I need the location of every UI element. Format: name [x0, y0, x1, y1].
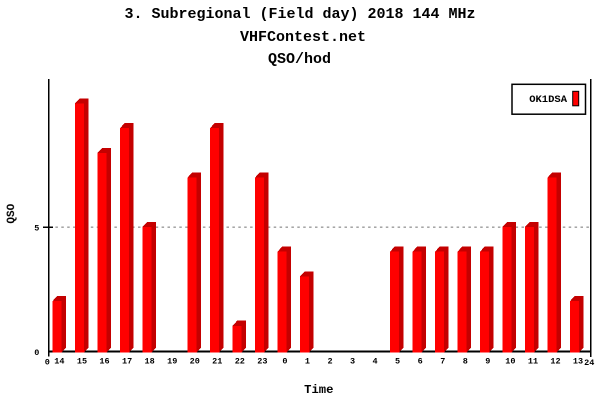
svg-text:3. Subregional (Field day) 201: 3. Subregional (Field day) 2018 144 MHz	[124, 6, 475, 23]
svg-text:16: 16	[99, 356, 109, 366]
svg-text:18: 18	[144, 356, 154, 366]
svg-text:24: 24	[584, 358, 594, 368]
svg-text:19: 19	[167, 356, 177, 366]
svg-text:17: 17	[122, 356, 132, 366]
svg-text:QSO/hod: QSO/hod	[268, 51, 331, 68]
svg-text:0: 0	[34, 348, 39, 358]
svg-text:5: 5	[34, 223, 39, 233]
svg-text:14: 14	[54, 356, 64, 366]
svg-text:8: 8	[463, 356, 468, 366]
svg-text:15: 15	[77, 356, 87, 366]
svg-text:11: 11	[528, 356, 538, 366]
svg-text:2: 2	[327, 356, 332, 366]
svg-text:3: 3	[350, 356, 355, 366]
svg-text:0: 0	[45, 358, 50, 368]
svg-text:13: 13	[573, 356, 583, 366]
svg-text:12: 12	[550, 356, 560, 366]
svg-text:OK1DSA: OK1DSA	[529, 94, 568, 106]
svg-text:VHFContest.net: VHFContest.net	[240, 29, 366, 46]
svg-text:21: 21	[212, 356, 222, 366]
svg-text:10: 10	[505, 356, 515, 366]
svg-text:6: 6	[418, 356, 423, 366]
svg-text:0: 0	[282, 356, 287, 366]
svg-text:7: 7	[440, 356, 445, 366]
svg-text:23: 23	[257, 356, 267, 366]
svg-text:4: 4	[373, 356, 378, 366]
svg-text:9: 9	[485, 356, 490, 366]
svg-text:1: 1	[305, 356, 310, 366]
svg-text:22: 22	[235, 356, 245, 366]
svg-text:5: 5	[395, 356, 400, 366]
svg-text:QSO: QSO	[6, 203, 18, 223]
svg-text:Time: Time	[304, 383, 333, 397]
svg-text:20: 20	[190, 356, 200, 366]
